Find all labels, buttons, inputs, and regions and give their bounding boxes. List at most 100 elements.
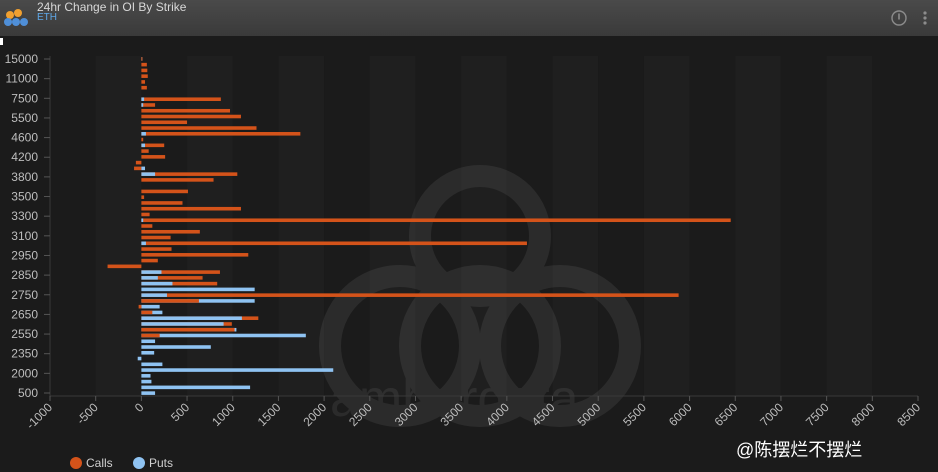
grid-band (506, 56, 553, 396)
grid-band (826, 56, 873, 396)
y-tick-label: 2000 (11, 366, 38, 380)
calls-bar (141, 149, 149, 153)
calls-bar (141, 132, 301, 136)
puts-bar (141, 97, 145, 102)
x-tick-label: 1500 (255, 400, 284, 429)
asset-subtitle: ETH (37, 12, 57, 23)
bar-series (107, 57, 731, 395)
calls-bar (141, 80, 146, 84)
y-tick-label: 4600 (11, 131, 38, 145)
calls-bar (141, 253, 249, 257)
puts-bar (141, 333, 306, 338)
calls-bar (141, 258, 158, 263)
calls-bar (141, 137, 144, 142)
puts-bar (141, 316, 242, 320)
puts-bar (141, 385, 251, 390)
x-tick-label: -1000 (24, 400, 56, 432)
legend-calls[interactable]: Calls (70, 456, 113, 470)
calls-bar (141, 206, 241, 211)
grid-band (232, 56, 279, 396)
grid-band (780, 56, 827, 396)
x-tick-label: 6500 (712, 400, 741, 429)
grid-band (552, 56, 599, 396)
y-axis: 15000 11000 7500 5500 4600 4200 3800 3500 3300 31… (5, 52, 51, 400)
cursor-marker (0, 38, 3, 45)
y-tick-label: 3100 (11, 229, 38, 243)
calls-bar (141, 68, 148, 73)
x-tick-label: 7000 (757, 400, 786, 429)
puts-bar (141, 287, 255, 292)
puts-bar (141, 374, 151, 378)
calls-legend-dot-icon (70, 457, 82, 469)
legend-puts[interactable]: Puts (133, 456, 173, 470)
x-tick-label: 2000 (300, 400, 329, 429)
amberdata-watermark-logo: amberdata (319, 165, 641, 428)
calls-bar (134, 166, 142, 171)
grid-band (689, 56, 736, 396)
y-tick-label: 2650 (11, 307, 38, 321)
puts-legend-dot-icon (133, 457, 145, 469)
calls-bar (141, 229, 200, 234)
puts-bar (141, 241, 146, 246)
y-tick-label: 15000 (5, 52, 39, 66)
x-tick-label: 8000 (849, 400, 878, 429)
y-tick-label: 3800 (11, 170, 38, 184)
x-tick-label: -500 (74, 400, 101, 427)
puts-bar (141, 391, 156, 395)
grid-band (278, 56, 325, 396)
info-circle-icon[interactable] (890, 9, 908, 27)
calls-bar (141, 310, 153, 315)
y-tick-label: 2750 (11, 288, 38, 302)
y-tick-label: 4200 (11, 150, 38, 164)
y-tick-label: 5500 (11, 111, 38, 125)
puts-bar (141, 350, 155, 355)
puts-bar (141, 304, 160, 309)
more-vertical-icon[interactable] (916, 9, 934, 27)
puts-bar (141, 281, 173, 286)
puts-bar (141, 132, 146, 136)
x-tick-label: 0 (132, 400, 147, 415)
oi-change-chart: amberdata 150001100075005500460042003800… (5, 52, 924, 432)
calls-bar (141, 85, 147, 90)
calls-bar (141, 178, 214, 182)
y-tick-label: 2350 (11, 347, 38, 361)
calls-bar (141, 103, 156, 107)
y-tick-label: 2550 (11, 327, 38, 341)
puts-bar (141, 293, 167, 297)
x-tick-label: 8500 (894, 400, 923, 429)
calls-bar (141, 201, 183, 205)
calls-bar (138, 304, 142, 309)
amberdata-logo-icon (4, 9, 28, 26)
calls-bar (141, 120, 188, 125)
calls-bar (141, 97, 221, 102)
panel-header: 24hr Change in OI By Strike ETH (0, 0, 938, 36)
calls-bar (141, 327, 235, 332)
grid-band (598, 56, 644, 396)
grid-band (735, 56, 781, 396)
puts-bar (141, 345, 211, 349)
calls-bar (141, 293, 679, 297)
x-tick-label: 500 (168, 400, 192, 424)
puts-bar (141, 166, 146, 171)
grid-band (95, 56, 142, 396)
y-tick-label: 3500 (11, 190, 38, 204)
y-tick-label: 500 (18, 386, 38, 400)
svg-text:amberdata: amberdata (330, 370, 579, 428)
grid-band (324, 56, 370, 396)
y-tick-label: 7500 (11, 91, 38, 105)
calls-bar (141, 270, 220, 274)
calls-bar (141, 172, 238, 176)
chart-background-bands (50, 56, 918, 396)
calls-bar (141, 114, 241, 119)
calls-bar (141, 74, 148, 78)
y-tick-label: 11000 (6, 72, 39, 86)
x-tick-label: 5500 (620, 400, 649, 429)
x-tick-label: 7500 (803, 400, 832, 429)
puts-bar (141, 339, 156, 344)
calls-bar (141, 143, 165, 148)
grid-band (369, 56, 416, 396)
calls-bar (141, 333, 160, 338)
grid-band (872, 56, 918, 396)
y-tick-label: 2850 (11, 268, 38, 282)
grid-band (415, 56, 462, 396)
